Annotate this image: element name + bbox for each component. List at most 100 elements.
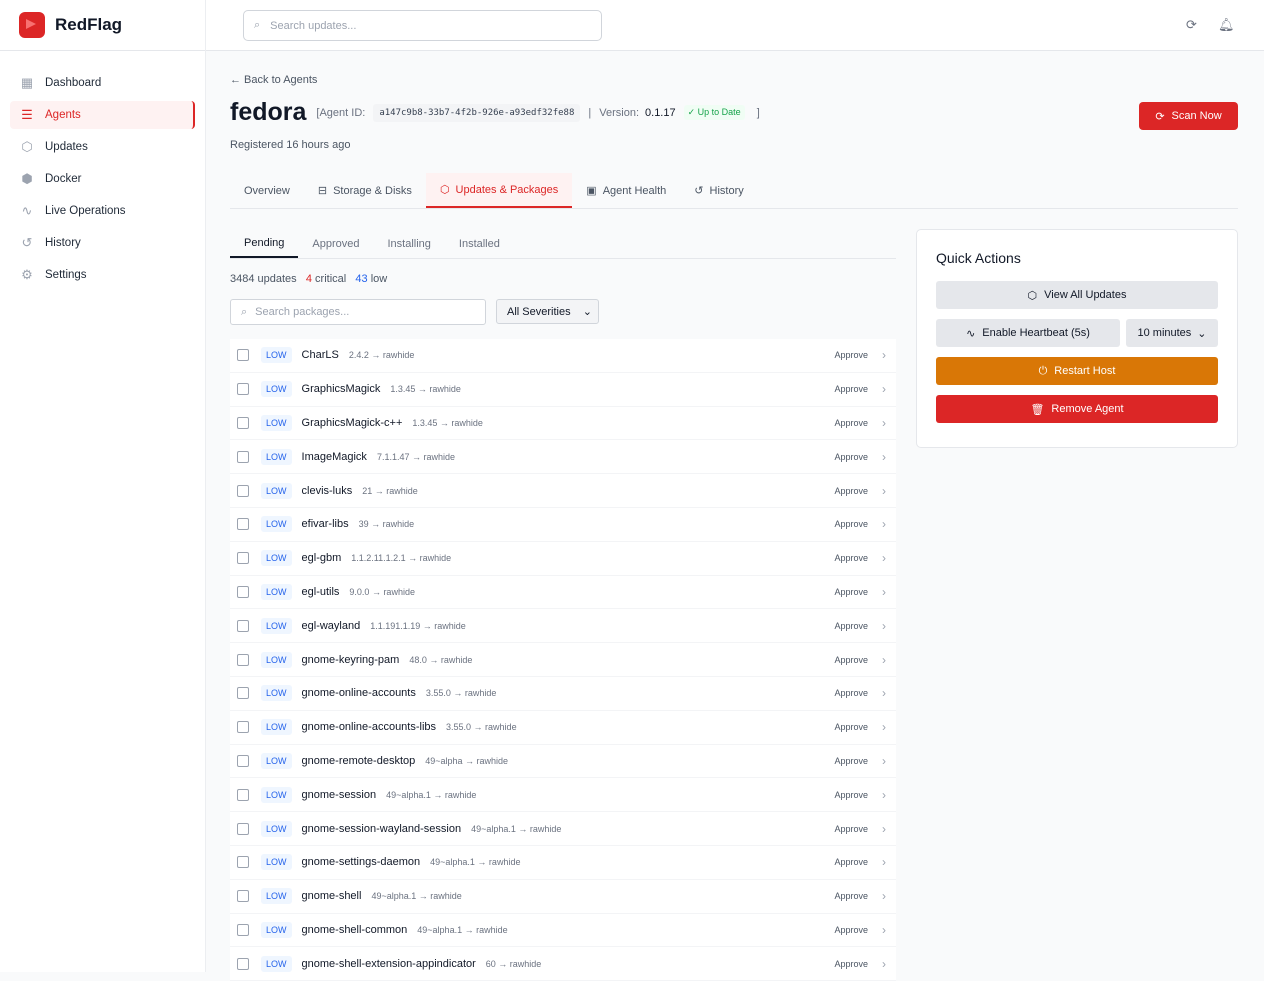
chevron-right-icon[interactable]: › (882, 753, 886, 768)
approve-button[interactable]: Approve (834, 620, 868, 631)
package-row[interactable]: LOW efivar-libs 39 → rawhide Approve › (230, 507, 896, 542)
package-row[interactable]: LOW GraphicsMagick-c++ 1.3.45 → rawhide App… (230, 406, 896, 441)
approve-button[interactable]: Approve (834, 519, 868, 530)
approve-button[interactable]: Approve (834, 755, 868, 766)
package-row[interactable]: LOW CharLS 2.4.2 → rawhide Approve › (230, 339, 896, 373)
select-checkbox[interactable] (237, 552, 249, 565)
chevron-right-icon[interactable]: › (882, 483, 886, 498)
chevron-right-icon[interactable]: › (882, 652, 886, 667)
select-checkbox[interactable] (237, 957, 249, 970)
approve-button[interactable]: Approve (834, 823, 868, 834)
approve-button[interactable]: Approve (834, 958, 868, 969)
tab-0[interactable]: Overview (230, 173, 304, 208)
select-checkbox[interactable] (237, 788, 249, 801)
subtab-installing[interactable]: Installing (373, 229, 444, 258)
approve-button[interactable]: Approve (834, 924, 868, 935)
tab-2[interactable]: ⬡ Updates & Packages (425, 173, 573, 208)
package-row[interactable]: LOW egl-utils 9.0.0 → rawhide Approve › (230, 575, 896, 610)
select-checkbox[interactable] (237, 856, 249, 869)
package-row[interactable]: LOW gnome-session-wayland-session 49~alpha… (230, 812, 896, 846)
sidebar-item-live-operations[interactable]: ∿ Live Operations (10, 197, 195, 225)
search-input[interactable]: ⌕ Search updates... (243, 10, 602, 41)
approve-button[interactable]: Approve (834, 857, 868, 868)
approve-button[interactable]: Approve (834, 722, 868, 733)
back-link[interactable]: ← Back to Agents (230, 74, 318, 86)
select-checkbox[interactable] (237, 653, 249, 666)
package-row[interactable]: LOW gnome-shell-extension-appindicator 60 … (230, 947, 896, 981)
chevron-right-icon[interactable]: › (882, 787, 886, 802)
approve-button[interactable]: Approve (834, 553, 868, 564)
package-row[interactable]: LOW gnome-settings-daemon 49~alpha.1 → raw… (230, 845, 896, 880)
select-checkbox[interactable] (237, 450, 249, 463)
subtab-approved[interactable]: Approved (298, 229, 373, 258)
approve-button[interactable]: Approve (834, 350, 868, 361)
subtab-installed[interactable]: Installed (445, 229, 514, 258)
package-row[interactable]: LOW gnome-session 49~alpha.1 → rawhide Appr… (230, 778, 896, 813)
sidebar-item-history[interactable]: ↺ History (10, 229, 195, 257)
approve-button[interactable]: Approve (834, 688, 868, 699)
tab-1[interactable]: ⊟ Storage & Disks (304, 173, 426, 208)
subtab-pending[interactable]: Pending (230, 229, 299, 258)
select-checkbox[interactable] (237, 585, 249, 598)
remove-agent-button[interactable]: 🗑︎ Remove Agent (936, 395, 1218, 423)
severity-select[interactable]: All Severities ⌄ (496, 299, 599, 324)
select-checkbox[interactable] (237, 721, 249, 734)
approve-button[interactable]: Approve (834, 789, 868, 800)
bell-icon[interactable]: 🔔︎ (1218, 17, 1235, 32)
restart-host-button[interactable]: ⏻ Restart Host (936, 357, 1218, 385)
chevron-right-icon[interactable]: › (882, 382, 886, 397)
select-checkbox[interactable] (237, 754, 249, 767)
heartbeat-duration-select[interactable]: 10 minutes ⌄ (1126, 319, 1218, 347)
approve-button[interactable]: Approve (834, 586, 868, 597)
chevron-right-icon[interactable]: › (882, 618, 886, 633)
approve-button[interactable]: Approve (834, 654, 868, 665)
chevron-right-icon[interactable]: › (882, 415, 886, 430)
approve-button[interactable]: Approve (834, 891, 868, 902)
chevron-right-icon[interactable]: › (882, 889, 886, 904)
chevron-right-icon[interactable]: › (882, 348, 886, 363)
tab-3[interactable]: ▣ Agent Health (572, 173, 680, 208)
select-checkbox[interactable] (237, 687, 249, 700)
tab-4[interactable]: ↺ History (680, 173, 757, 208)
package-row[interactable]: LOW ImageMagick 7.1.1.47 → rawhide Approve › (230, 440, 896, 475)
sidebar-item-updates[interactable]: ⬡ Updates (10, 133, 195, 161)
chevron-right-icon[interactable]: › (882, 956, 886, 971)
scan-now-button[interactable]: ⟳ Scan Now (1139, 102, 1238, 130)
view-all-updates-button[interactable]: ⬡ View All Updates (936, 281, 1218, 309)
select-checkbox[interactable] (237, 822, 249, 835)
select-checkbox[interactable] (237, 923, 249, 936)
package-row[interactable]: LOW clevis-luks 21 → rawhide Approve › (230, 474, 896, 508)
chevron-right-icon[interactable]: › (882, 686, 886, 701)
select-checkbox[interactable] (237, 890, 249, 903)
chevron-right-icon[interactable]: › (882, 821, 886, 836)
sidebar-item-dashboard[interactable]: ▦ Dashboard (10, 69, 195, 97)
select-checkbox[interactable] (237, 416, 249, 429)
package-row[interactable]: LOW gnome-shell-common 49~alpha.1 → rawhid… (230, 913, 896, 948)
enable-heartbeat-button[interactable]: ∿ Enable Heartbeat (5s) (936, 319, 1120, 347)
select-checkbox[interactable] (237, 518, 249, 531)
sidebar-item-agents[interactable]: ☰ Agents (10, 101, 195, 129)
package-row[interactable]: LOW gnome-online-accounts 3.55.0 → rawhide… (230, 676, 896, 711)
package-row[interactable]: LOW GraphicsMagick 1.3.45 → rawhide Approve… (230, 372, 896, 407)
package-row[interactable]: LOW gnome-remote-desktop 49~alpha → rawhid… (230, 744, 896, 779)
package-search-input[interactable]: ⌕ Search packages... (230, 299, 486, 325)
brand[interactable]: RedFlag (0, 0, 205, 51)
refresh-icon[interactable]: ⟳ (1186, 17, 1197, 32)
chevron-right-icon[interactable]: › (882, 449, 886, 464)
approve-button[interactable]: Approve (834, 451, 868, 462)
package-row[interactable]: LOW gnome-shell 49~alpha.1 → rawhide Approv… (230, 879, 896, 914)
approve-button[interactable]: Approve (834, 485, 868, 496)
sidebar-item-docker[interactable]: ⬢ Docker (10, 165, 195, 193)
approve-button[interactable]: Approve (834, 417, 868, 428)
chevron-right-icon[interactable]: › (882, 855, 886, 870)
package-row[interactable]: LOW egl-gbm 1.1.2.11.1.2.1 → rawhide Approv… (230, 541, 896, 576)
select-checkbox[interactable] (237, 349, 249, 362)
chevron-right-icon[interactable]: › (882, 922, 886, 937)
package-row[interactable]: LOW egl-wayland 1.1.191.1.19 → rawhide Appr… (230, 609, 896, 644)
approve-button[interactable]: Approve (834, 384, 868, 395)
select-checkbox[interactable] (237, 619, 249, 632)
package-row[interactable]: LOW gnome-keyring-pam 48.0 → rawhide Approv… (230, 643, 896, 677)
package-row[interactable]: LOW gnome-online-accounts-libs 3.55.0 → ra… (230, 710, 896, 745)
sidebar-item-settings[interactable]: ⚙ Settings (10, 261, 195, 289)
select-checkbox[interactable] (237, 484, 249, 497)
